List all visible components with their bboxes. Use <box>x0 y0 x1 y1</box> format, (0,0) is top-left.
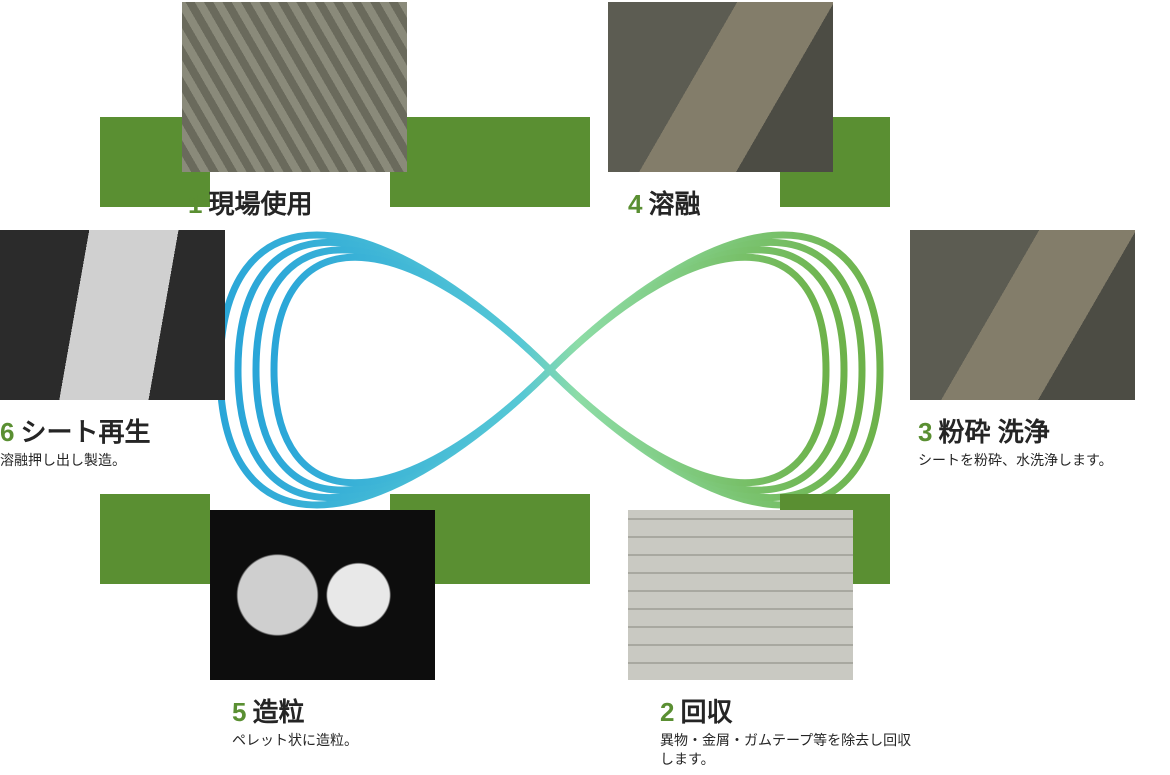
step-6-desc: 溶融押し出し製造。 <box>0 451 150 470</box>
step-2 <box>628 510 853 680</box>
step-2-caption: 2回収異物・金屑・ガムテープ等を除去し回収します。 <box>660 686 920 769</box>
step-6-caption: 6シート再生溶融押し出し製造。 <box>0 406 150 470</box>
accent-block <box>100 494 210 584</box>
step-3-title: 粉砕 洗浄 <box>938 417 1049 447</box>
step-2-image <box>628 510 853 680</box>
step-5-title: 造粒 <box>252 697 304 727</box>
step-3 <box>910 230 1135 400</box>
step-5-image <box>210 510 435 680</box>
step-1-number: 1 <box>188 189 202 219</box>
step-5-number: 5 <box>232 697 246 727</box>
step-4-caption: 4溶融 <box>628 178 700 221</box>
step-1-title: 現場使用 <box>208 189 312 219</box>
step-2-desc: 異物・金屑・ガムテープ等を除去し回収します。 <box>660 731 920 769</box>
step-6-number: 6 <box>0 417 14 447</box>
step-5-caption: 5造粒ペレット状に造粒。 <box>232 686 358 750</box>
step-3-number: 3 <box>918 417 932 447</box>
step-3-image <box>910 230 1135 400</box>
step-4-title: 溶融 <box>648 189 700 219</box>
step-1-image <box>182 2 407 172</box>
step-6-image <box>0 230 225 400</box>
recycle-infographic: 1現場使用 4溶融 6シート再生溶融押し出し製造。 3粉砕 洗浄シートを粉砕、水洗浄し… <box>0 0 1170 775</box>
step-1-caption: 1現場使用 <box>188 178 312 221</box>
step-6 <box>0 230 225 400</box>
step-5-desc: ペレット状に造粒。 <box>232 731 358 750</box>
accent-block <box>480 494 590 584</box>
step-1 <box>182 2 407 172</box>
step-3-caption: 3粉砕 洗浄シートを粉砕、水洗浄します。 <box>918 406 1113 470</box>
accent-block <box>480 117 590 207</box>
step-6-title: シート再生 <box>20 417 150 447</box>
step-5 <box>210 510 435 680</box>
step-2-title: 回収 <box>680 697 732 727</box>
step-4 <box>608 2 833 172</box>
step-4-number: 4 <box>628 189 642 219</box>
step-4-image <box>608 2 833 172</box>
step-2-number: 2 <box>660 697 674 727</box>
step-3-desc: シートを粉砕、水洗浄します。 <box>918 451 1113 470</box>
